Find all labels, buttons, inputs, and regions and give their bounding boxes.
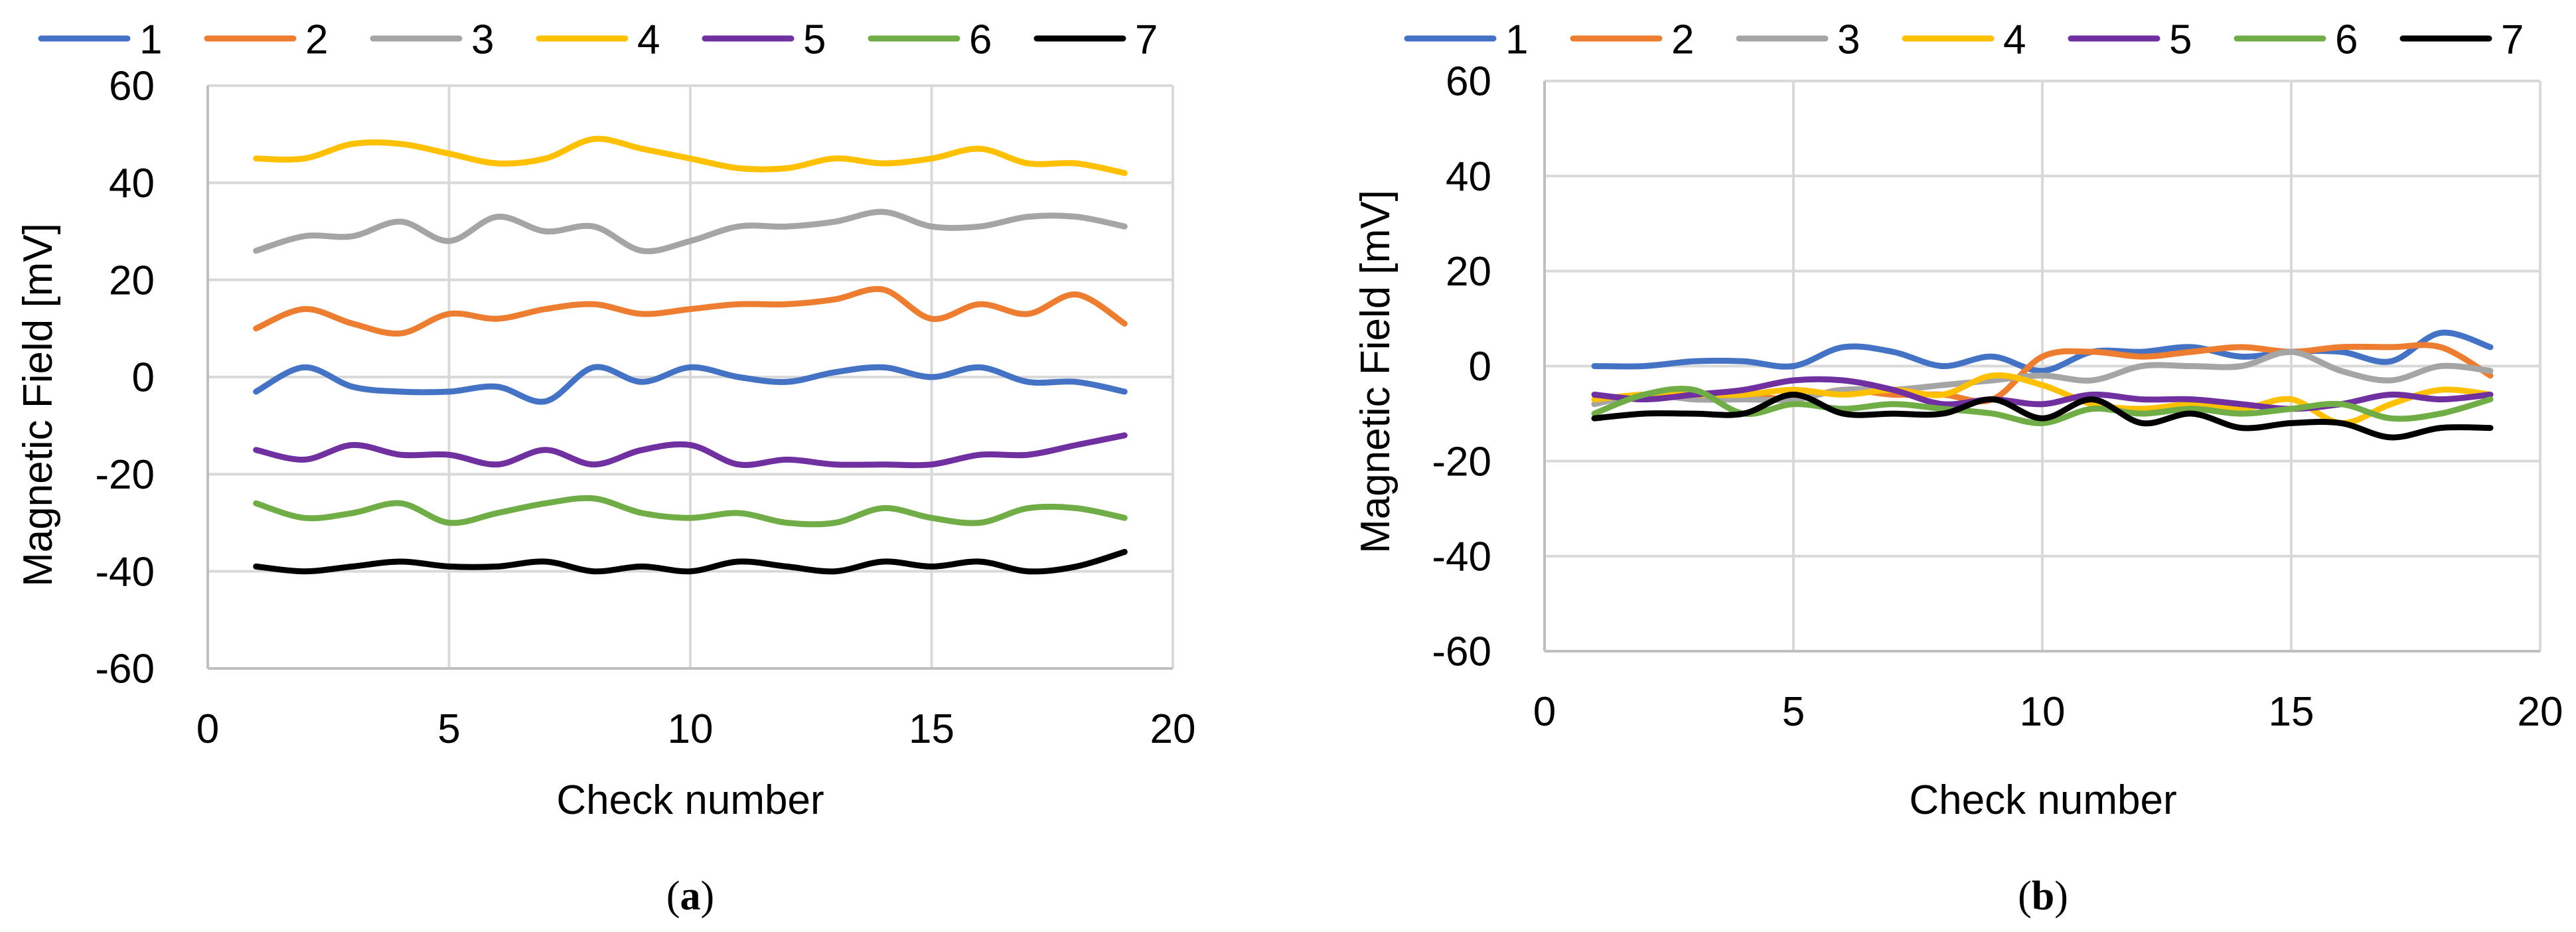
panel-label-a-close: ) xyxy=(701,874,715,919)
x-tick-label-b: 10 xyxy=(2020,689,2066,735)
panel-label-b-close: ) xyxy=(2054,874,2068,919)
chart-panel-a: 1 2 3 4 5 6 7 -60 -40 -20 0 20 40 60 0 5 10 15 20 Magneti… xyxy=(15,17,1195,919)
legend-label-a-1: 1 xyxy=(139,17,162,62)
legend-label-b-6: 6 xyxy=(2335,17,2358,62)
series-line-a-3 xyxy=(253,208,1128,254)
x-tick-label-a: 10 xyxy=(668,706,714,752)
series-lines-a xyxy=(253,135,1128,575)
x-axis-label-a: Check number xyxy=(556,777,824,823)
panel-label-b-open: ( xyxy=(2018,874,2032,919)
x-tick-label-a: 0 xyxy=(196,706,219,752)
y-tick-label-b: -60 xyxy=(1432,629,1491,675)
legend-label-b-1: 1 xyxy=(1505,17,1528,62)
legend-label-b-2: 2 xyxy=(1671,17,1694,62)
legend-label-a-6: 6 xyxy=(969,17,992,62)
panel-label-a-letter: a xyxy=(680,874,701,919)
y-tick-label-a: -40 xyxy=(95,549,155,595)
x-tick-label-b: 20 xyxy=(2518,689,2563,735)
y-tick-label-b: 40 xyxy=(1446,154,1491,200)
y-tick-label-b: 60 xyxy=(1446,59,1491,105)
x-tick-label-b: 5 xyxy=(1782,689,1805,735)
series-line-a-5 xyxy=(253,432,1128,469)
y-tick-label-b: -20 xyxy=(1432,439,1491,485)
y-tick-label-a: -60 xyxy=(95,647,155,692)
x-axis-label-b: Check number xyxy=(1909,777,2176,823)
series-line-a-7 xyxy=(253,548,1128,575)
series-line-a-4 xyxy=(253,135,1128,177)
series-line-b-7 xyxy=(1591,392,2494,441)
series-line-b-3 xyxy=(1591,349,2494,408)
series-lines-b xyxy=(1591,329,2494,441)
legend-label-b-7: 7 xyxy=(2501,17,2524,62)
y-tick-label-a: 60 xyxy=(109,64,155,110)
axes-b xyxy=(1543,81,2540,653)
legend-label-a-4: 4 xyxy=(637,17,660,62)
y-tick-label-a: 40 xyxy=(109,161,155,206)
y-axis-label-a: Magnetic Field [mV] xyxy=(15,223,61,587)
legend-label-b-3: 3 xyxy=(1837,17,1860,62)
legend-label-a-5: 5 xyxy=(803,17,826,62)
legend-b: 1 2 3 4 5 6 7 xyxy=(1404,17,2524,62)
panel-label-a: (a) xyxy=(666,874,714,919)
y-tick-label-a: 20 xyxy=(109,258,155,303)
x-tick-label-b: 0 xyxy=(1533,689,1556,735)
gridlines-a xyxy=(208,84,1174,668)
legend-label-b-4: 4 xyxy=(2003,17,2026,62)
series-line-a-6 xyxy=(253,495,1128,528)
y-tick-label-b: 0 xyxy=(1469,344,1491,390)
y-tick-label-a: -20 xyxy=(95,452,155,498)
panel-label-b-letter: b xyxy=(2032,874,2054,919)
tick-labels-a: -60 -40 -20 0 20 40 60 0 5 10 15 20 xyxy=(95,64,1195,752)
series-line-a-1 xyxy=(253,364,1128,405)
x-tick-label-b: 15 xyxy=(2269,689,2314,735)
series-line-a-2 xyxy=(253,285,1128,337)
panel-label-a-open: ( xyxy=(666,874,680,919)
panel-label-b: (b) xyxy=(2018,874,2068,919)
y-tick-label-b: -40 xyxy=(1432,534,1491,580)
legend-label-b-5: 5 xyxy=(2169,17,2192,62)
x-tick-label-a: 15 xyxy=(909,706,954,752)
tick-labels-b: -60 -40 -20 0 20 40 60 0 5 10 15 20 xyxy=(1432,59,2563,735)
y-axis-label-b: Magnetic Field [mV] xyxy=(1353,190,1399,554)
legend-label-a-3: 3 xyxy=(471,17,494,62)
y-tick-label-b: 20 xyxy=(1446,249,1491,295)
axes-a xyxy=(206,86,1173,670)
gridlines-b xyxy=(1545,80,2541,651)
legend-label-a-7: 7 xyxy=(1135,17,1158,62)
series-line-b-1 xyxy=(1591,329,2494,374)
y-tick-label-a: 0 xyxy=(132,355,155,401)
legend-label-a-2: 2 xyxy=(305,17,328,62)
chart-panel-b: 1 2 3 4 5 6 7 -60 -40 -20 0 20 40 60 0 5 10 15 20 Magneti… xyxy=(1353,17,2563,919)
x-tick-label-a: 5 xyxy=(437,706,460,752)
legend-a: 1 2 3 4 5 6 7 xyxy=(38,17,1158,62)
x-tick-label-a: 20 xyxy=(1150,706,1196,752)
